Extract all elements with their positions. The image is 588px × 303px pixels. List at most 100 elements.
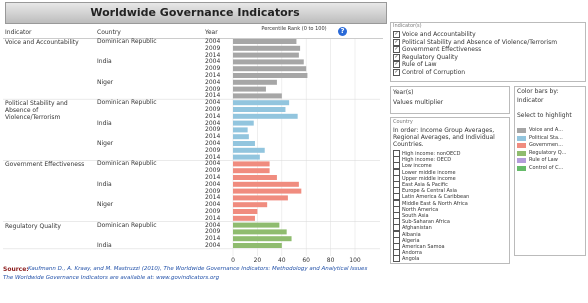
bar [233, 202, 268, 208]
year-label: 2014 [205, 214, 221, 222]
option-text: Albania [402, 231, 421, 238]
country-label: India [97, 119, 112, 127]
checkbox[interactable]: ✓ [393, 68, 400, 76]
bar [233, 100, 290, 106]
year-label: 2014 [205, 194, 221, 202]
year-label: 2004 [205, 221, 221, 229]
bar [233, 134, 249, 140]
option-text: Latin America & Caribbean [402, 194, 470, 201]
year-label: 2009 [205, 44, 221, 52]
bar [233, 168, 270, 174]
indicator-option[interactable]: ✓ Control of Corruption [393, 68, 465, 76]
legend-label[interactable]: Governmen... [529, 142, 563, 148]
indicator-option[interactable]: ✓ Regulatory Quality [393, 53, 458, 61]
bar [233, 188, 302, 194]
bar [233, 59, 304, 65]
legend-label[interactable]: Rule of Law [529, 157, 558, 163]
year-label: 2004 [205, 140, 221, 147]
indicator-label: Political Stability and Absence of Viole… [5, 100, 68, 122]
help-icon[interactable]: ? [338, 27, 347, 36]
option-text: High income: OECD [402, 157, 452, 164]
bar [233, 195, 288, 201]
checkbox[interactable]: ✓ [393, 31, 400, 38]
year-label: 2004 [205, 160, 221, 168]
bar [233, 147, 265, 153]
country-label: Dominican Republic [97, 99, 157, 107]
option-text: Political Stability and Absence of Viole… [402, 38, 558, 46]
x-tick-label: 20 [253, 257, 262, 264]
country-label: India [97, 242, 112, 249]
checkbox[interactable]: ✓ [393, 61, 400, 68]
bar [233, 209, 258, 214]
checkbox[interactable]: ✓ [393, 53, 400, 61]
bar [233, 127, 248, 133]
panel-text: Select to highlight [517, 112, 572, 119]
option-text: Middle East & North Africa [402, 200, 468, 207]
title: Worldwide Governance Indicators [90, 6, 300, 19]
year-label: 2009 [205, 65, 221, 73]
country-label: Niger [97, 201, 114, 209]
legend-swatch[interactable] [517, 128, 526, 133]
year-label: 2014 [205, 72, 221, 79]
column-header: Country [97, 29, 121, 36]
checkbox[interactable]: ✓ [393, 46, 400, 53]
bar [233, 175, 277, 180]
bar [233, 79, 277, 85]
panel-label: Country [393, 119, 413, 125]
year-label: 2004 [205, 38, 221, 45]
country-label: Niger [97, 140, 114, 147]
indicator-option[interactable]: ✓ Government Effectiveness [393, 46, 481, 53]
title-bar [5, 2, 387, 24]
indicator-label: Government Effectiveness [5, 161, 85, 169]
indicator-option[interactable]: ✓ Rule of Law [393, 61, 437, 68]
bar [233, 236, 292, 242]
legend-swatch[interactable] [517, 135, 526, 141]
panel-label: Color bars by: [517, 88, 559, 95]
indicator-panel [390, 22, 586, 82]
axis-label: Percentile Rank (0 to 100) [261, 26, 327, 32]
year-label: 2004 [205, 119, 221, 127]
x-tick-label: 40 [277, 257, 286, 264]
legend-swatch[interactable] [517, 165, 526, 171]
year-label: 2014 [205, 174, 221, 181]
country-option[interactable]: Angola [393, 255, 419, 263]
legend-label[interactable]: Political Sta... [529, 134, 563, 141]
source-note: The Worldwide Governance Indicators are … [3, 275, 220, 281]
option-text: Afghanistan [402, 225, 432, 232]
year-label: 2004 [205, 58, 221, 66]
legend-label[interactable]: Voice and A... [529, 127, 563, 133]
column-header: Year [205, 29, 218, 36]
year-label: 2004 [205, 201, 221, 209]
column-header: Indicator [5, 29, 32, 36]
legend-label[interactable]: Regulatory Q... [529, 149, 567, 156]
indicator-option[interactable]: ✓ Voice and Accountability [393, 31, 476, 38]
option-text: Low income [402, 163, 432, 170]
option-text: Sub-Saharan Africa [402, 219, 450, 226]
year-label: 2014 [205, 133, 221, 141]
checkbox[interactable] [393, 255, 400, 263]
x-tick-label: 60 [302, 257, 310, 264]
legend-swatch[interactable] [517, 158, 526, 163]
year-label: 2009 [205, 208, 221, 215]
year-label: 2014 [205, 112, 221, 120]
option-text: South Asia [402, 213, 429, 219]
panel-label: Year(s) [393, 89, 414, 96]
year-label: 2009 [205, 85, 221, 93]
option-text: Voice and Accountability [402, 31, 476, 38]
legend-label[interactable]: Control of C... [529, 164, 564, 171]
bar [233, 141, 255, 146]
option-text: Rule of Law [402, 61, 437, 68]
bar [233, 52, 299, 58]
year-label: 2014 [205, 235, 221, 243]
year-label: 2009 [205, 146, 221, 154]
legend-swatch[interactable] [517, 143, 526, 148]
indicator-option[interactable]: ✓ Political Stability and Absence of Viol… [393, 38, 558, 46]
checkbox[interactable]: ✓ [393, 38, 400, 46]
option-text: East Asia & Pacific [402, 182, 448, 188]
legend-swatch[interactable] [517, 150, 526, 156]
country-label: India [97, 180, 112, 188]
bar [233, 120, 254, 126]
option-text: Andorra [402, 250, 422, 257]
source-text: Kaufmann D., A. Kraay, and M. Mastruzzi … [28, 266, 368, 272]
